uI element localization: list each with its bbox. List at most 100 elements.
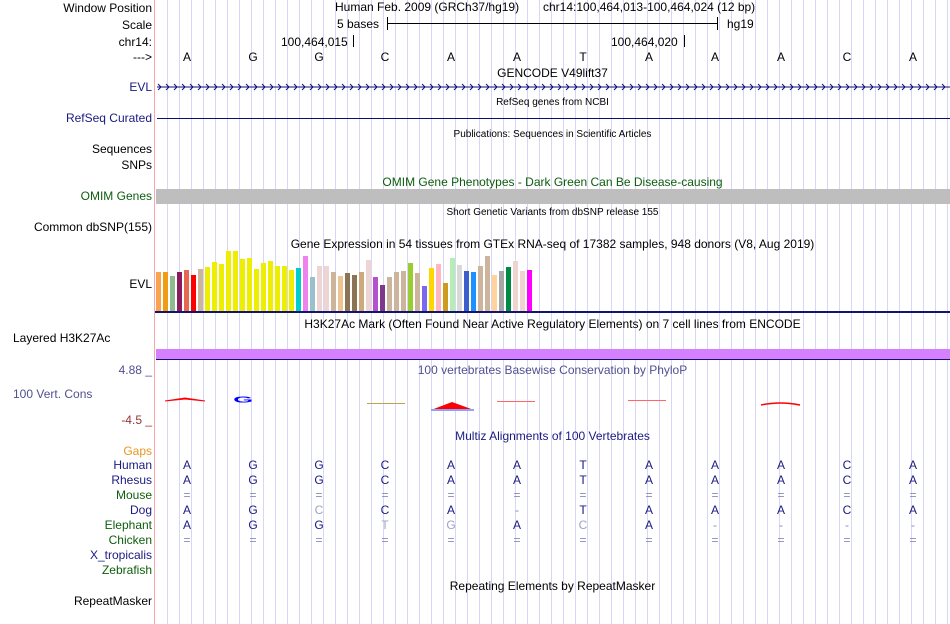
species-label-mouse[interactable]: Mouse bbox=[115, 488, 152, 502]
gtex-tissue-bar[interactable] bbox=[156, 272, 161, 311]
alignment-base: T bbox=[381, 518, 389, 532]
omim-title: OMIM Gene Phenotypes - Dark Green Can Be… bbox=[382, 175, 723, 189]
gtex-tissue-bar[interactable] bbox=[163, 272, 168, 311]
gtex-tissue-bar[interactable] bbox=[191, 275, 196, 311]
gtex-tissue-bar[interactable] bbox=[457, 265, 462, 311]
gtex-tissue-bar[interactable] bbox=[352, 275, 357, 311]
species-label-chicken[interactable]: Chicken bbox=[108, 533, 152, 547]
gtex-tissue-bar[interactable] bbox=[366, 260, 371, 311]
gtex-tissue-bar[interactable] bbox=[345, 273, 350, 311]
gtex-tissue-bar[interactable] bbox=[212, 262, 217, 311]
repeatmasker-label[interactable]: RepeatMasker bbox=[73, 594, 152, 608]
reference-base: A bbox=[908, 50, 917, 64]
gtex-tissue-bar[interactable] bbox=[380, 285, 385, 311]
gtex-tissue-bar[interactable] bbox=[254, 269, 259, 311]
strand-chevron-icon bbox=[309, 83, 314, 91]
gtex-tissue-bar[interactable] bbox=[289, 270, 294, 311]
phylop-label[interactable]: 100 Vert. Cons bbox=[13, 387, 93, 401]
omim-label[interactable]: OMIM Genes bbox=[80, 189, 152, 203]
strand-chevron-icon bbox=[709, 83, 714, 91]
gtex-tissue-bar[interactable] bbox=[233, 251, 238, 311]
strand-chevron-icon bbox=[205, 83, 210, 91]
gtex-tissue-bar[interactable] bbox=[205, 267, 210, 311]
gencode-label[interactable]: EVL bbox=[129, 80, 152, 94]
gtex-tissue-bar[interactable] bbox=[471, 272, 476, 311]
gtex-tissue-bar[interactable] bbox=[338, 276, 343, 311]
gtex-tissue-bar[interactable] bbox=[415, 273, 420, 311]
species-label-rhesus[interactable]: Rhesus bbox=[111, 473, 152, 487]
alignment-base: A bbox=[710, 473, 719, 487]
gtex-tissue-bar[interactable] bbox=[184, 270, 189, 311]
gtex-tissue-bar[interactable] bbox=[387, 277, 392, 311]
publications-label-sequences[interactable]: Sequences bbox=[91, 142, 152, 156]
gtex-tissue-bar[interactable] bbox=[268, 261, 273, 311]
species-label-x_tropicalis[interactable]: X_tropicalis bbox=[89, 548, 152, 562]
gtex-tissue-bar[interactable] bbox=[527, 270, 532, 311]
alignment-base: = bbox=[183, 533, 191, 547]
gtex-tissue-bar[interactable] bbox=[275, 266, 280, 311]
strand-chevron-icon bbox=[421, 83, 426, 91]
gtex-tissue-bar[interactable] bbox=[401, 271, 406, 311]
gtex-tissue-bar[interactable] bbox=[177, 272, 182, 311]
refseq-transcript[interactable] bbox=[157, 118, 950, 119]
gtex-tissue-bar[interactable] bbox=[331, 272, 336, 311]
h3k27ac-signal[interactable] bbox=[156, 349, 950, 359]
alignment-base: = bbox=[711, 488, 719, 502]
strand-chevron-icon bbox=[797, 83, 802, 91]
gtex-tissue-bar[interactable] bbox=[513, 261, 518, 311]
gtex-tissue-bar[interactable] bbox=[282, 266, 287, 311]
gtex-tissue-bar[interactable] bbox=[226, 251, 231, 311]
gtex-bar-chart[interactable] bbox=[155, 250, 535, 311]
gtex-tissue-bar[interactable] bbox=[450, 258, 455, 311]
alignment-base: G bbox=[248, 503, 258, 517]
gtex-tissue-bar[interactable] bbox=[198, 269, 203, 311]
gtex-tissue-bar[interactable] bbox=[464, 271, 469, 311]
gencode-transcript[interactable] bbox=[155, 81, 950, 93]
strand-chevron-icon bbox=[933, 83, 938, 91]
gtex-label[interactable]: EVL bbox=[129, 277, 152, 291]
species-label-zebrafish[interactable]: Zebrafish bbox=[101, 563, 152, 577]
strand-chevron-icon bbox=[365, 83, 370, 91]
gtex-tissue-bar[interactable] bbox=[373, 277, 378, 311]
alignment-base: A bbox=[182, 518, 191, 532]
gtex-tissue-bar[interactable] bbox=[324, 266, 329, 311]
phylop-logo[interactable]: G bbox=[155, 385, 950, 415]
gtex-tissue-bar[interactable] bbox=[303, 256, 308, 311]
species-label-elephant[interactable]: Elephant bbox=[104, 518, 152, 532]
refseq-label[interactable]: RefSeq Curated bbox=[65, 111, 152, 125]
h3k27ac-label[interactable]: Layered H3K27Ac bbox=[13, 331, 111, 345]
gtex-tissue-bar[interactable] bbox=[408, 263, 413, 311]
gtex-tissue-bar[interactable] bbox=[520, 271, 525, 311]
alignment-base: G bbox=[314, 518, 324, 532]
dbsnp-label[interactable]: Common dbSNP(155) bbox=[33, 220, 152, 234]
gtex-tissue-bar[interactable] bbox=[359, 272, 364, 311]
gtex-tissue-bar[interactable] bbox=[261, 263, 266, 311]
gtex-tissue-bar[interactable] bbox=[422, 286, 427, 311]
species-label-human[interactable]: Human bbox=[113, 458, 152, 472]
strand-chevron-icon bbox=[325, 83, 330, 91]
gtex-tissue-bar[interactable] bbox=[478, 266, 483, 311]
publications-label-snps[interactable]: SNPs bbox=[121, 158, 152, 172]
gtex-tissue-bar[interactable] bbox=[443, 283, 448, 311]
strand-chevron-icon bbox=[597, 83, 602, 91]
h3k27ac-title: H3K27Ac Mark (Often Found Near Active Re… bbox=[304, 317, 801, 331]
gtex-tissue-bar[interactable] bbox=[492, 275, 497, 311]
gtex-tissue-bar[interactable] bbox=[310, 277, 315, 311]
species-label-dog[interactable]: Dog bbox=[129, 503, 152, 517]
gtex-tissue-bar[interactable] bbox=[317, 266, 322, 311]
gtex-tissue-bar[interactable] bbox=[499, 271, 504, 311]
gaps-label[interactable]: Gaps bbox=[123, 444, 152, 458]
gtex-tissue-bar[interactable] bbox=[219, 264, 224, 311]
omim-gene-bar[interactable] bbox=[156, 189, 950, 204]
gtex-tissue-bar[interactable] bbox=[240, 259, 245, 311]
gtex-tissue-bar[interactable] bbox=[247, 258, 252, 311]
gtex-tissue-bar[interactable] bbox=[485, 256, 490, 311]
gtex-tissue-bar[interactable] bbox=[296, 268, 301, 311]
gtex-tissue-bar[interactable] bbox=[506, 267, 511, 311]
gtex-tissue-bar[interactable] bbox=[394, 272, 399, 311]
gtex-tissue-bar[interactable] bbox=[170, 276, 175, 311]
gtex-tissue-bar[interactable] bbox=[436, 264, 441, 311]
gtex-tissue-bar[interactable] bbox=[429, 268, 434, 311]
phylop-a-glyph bbox=[164, 397, 206, 402]
alignment-base: G bbox=[314, 458, 324, 472]
